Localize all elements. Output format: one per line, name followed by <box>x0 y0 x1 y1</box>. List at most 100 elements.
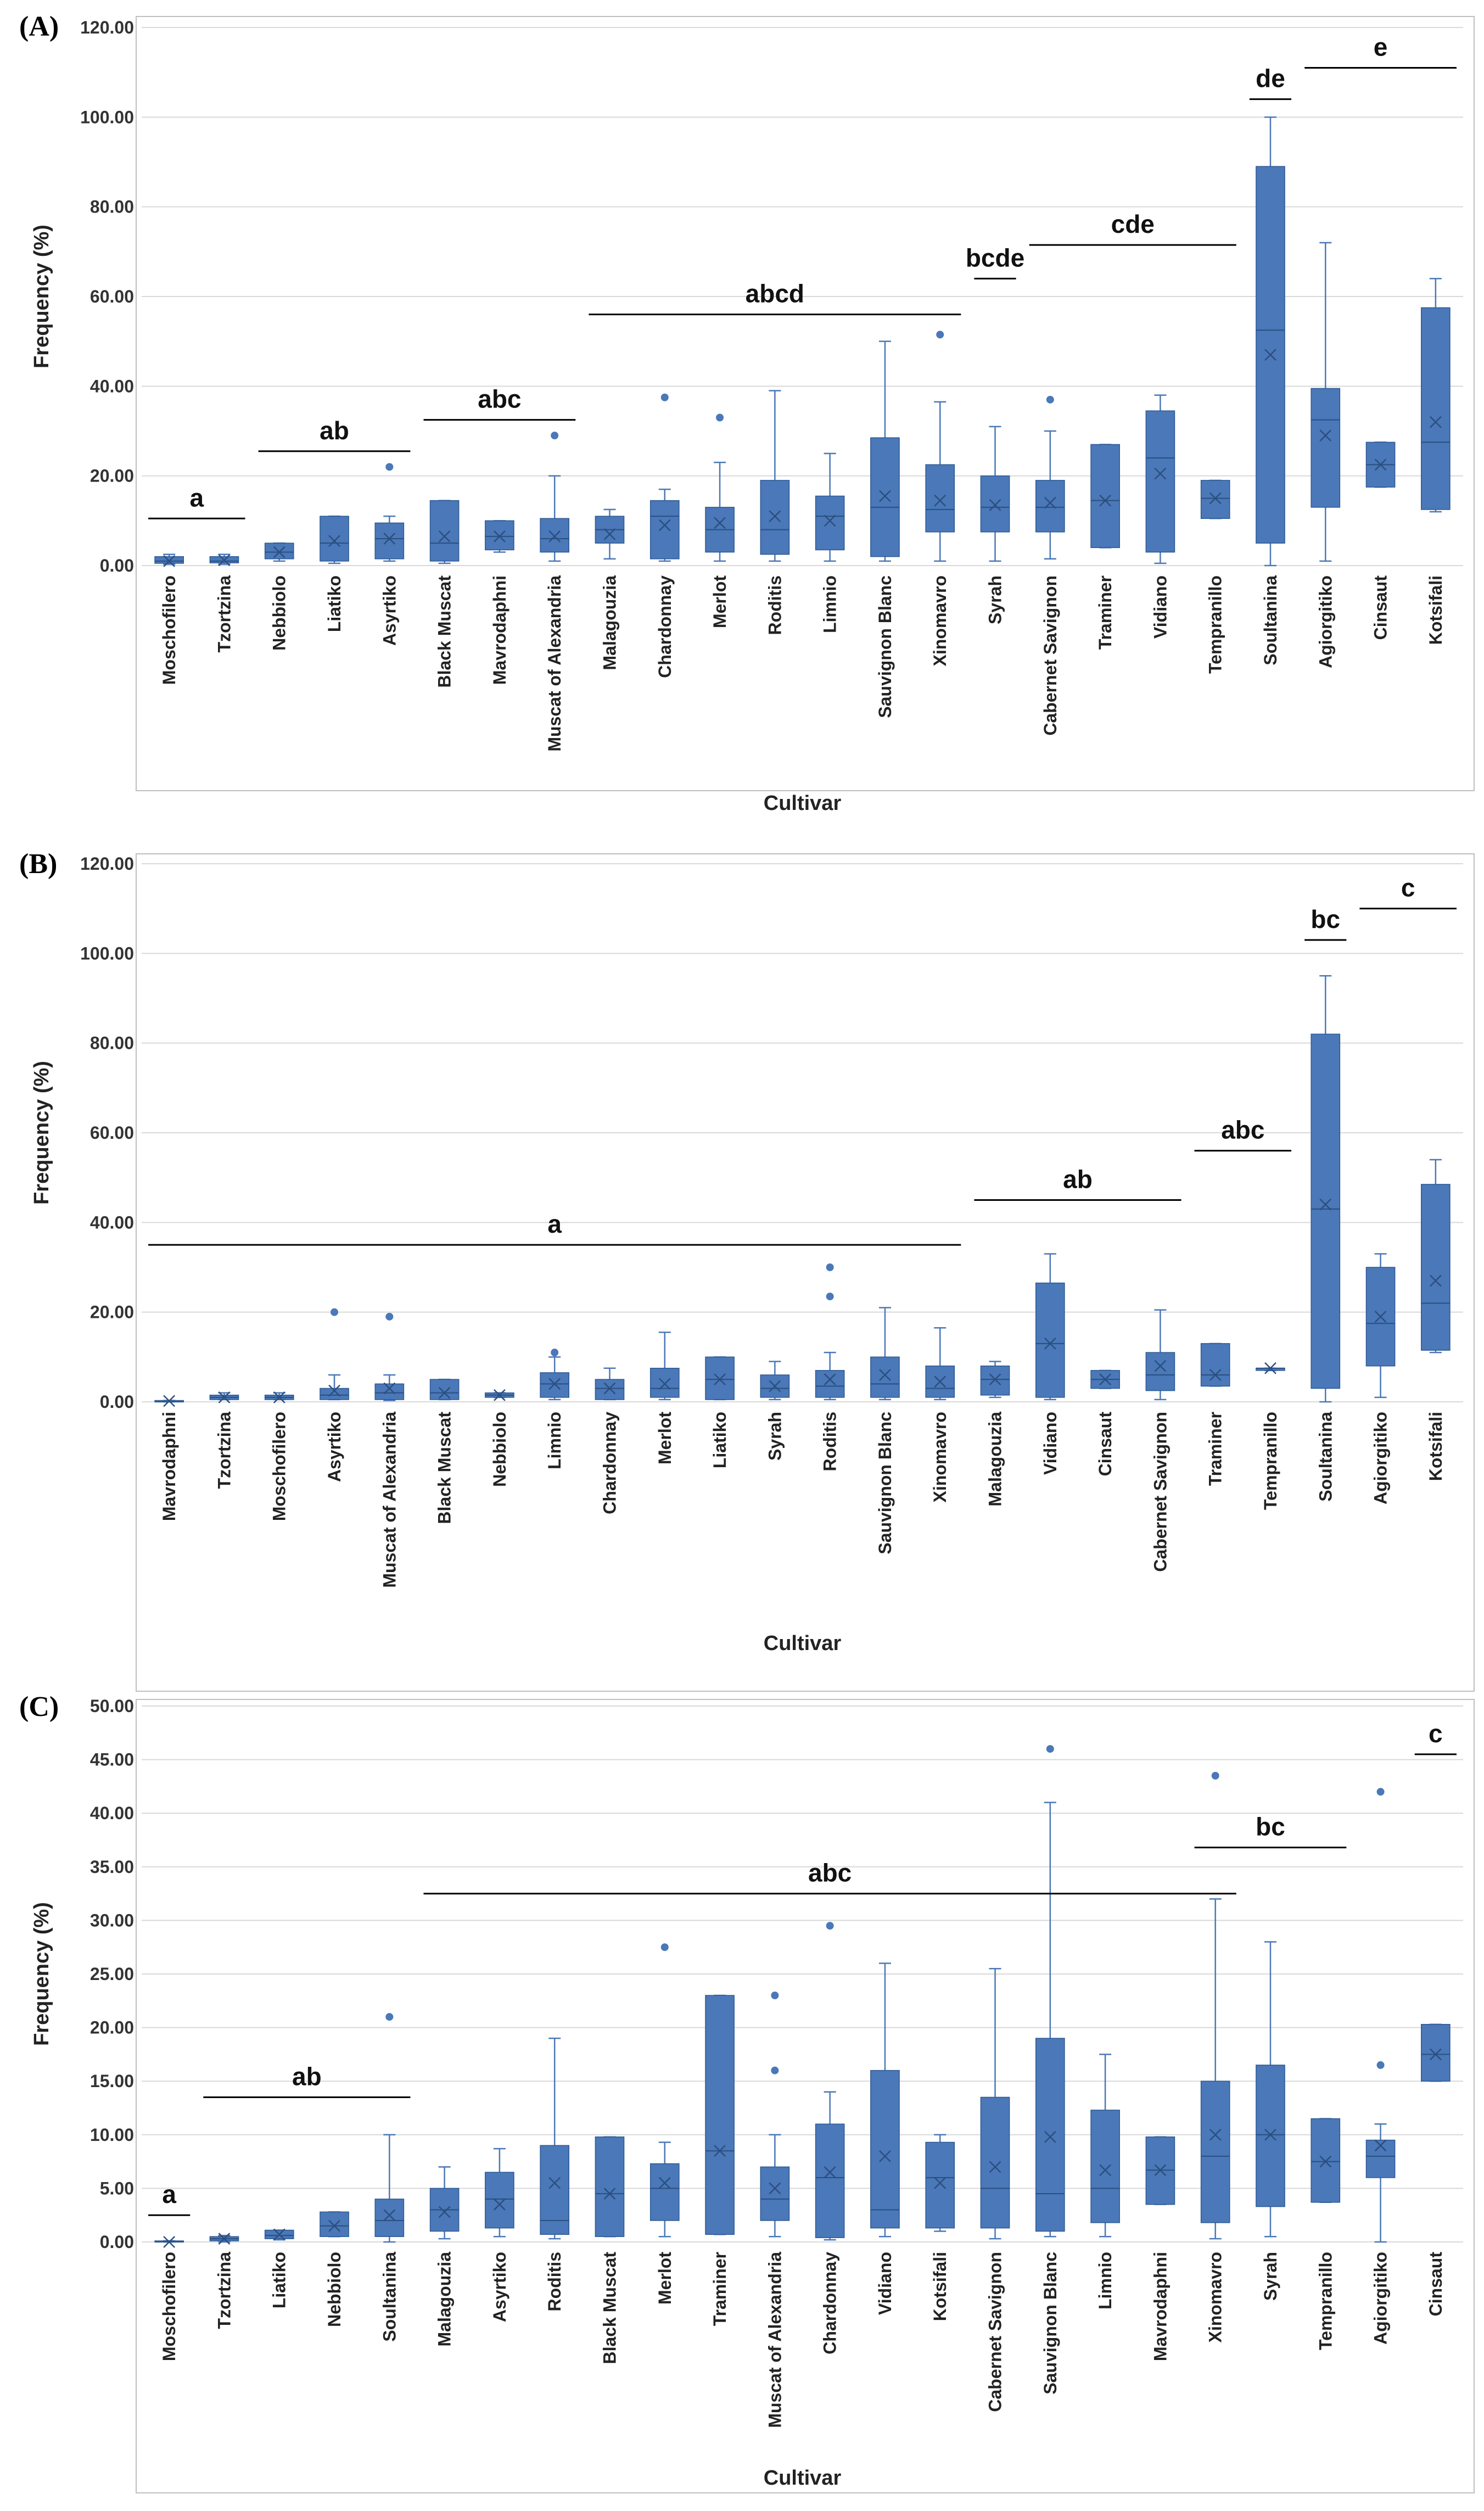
box-traminer: Traminer <box>705 1994 735 2326</box>
box-tzortzina: Tzortzina <box>209 1391 239 1489</box>
box-sauvignon-blanc: Sauvignon Blanc <box>870 340 900 718</box>
box-xinomavro: Xinomavro <box>925 1327 955 1502</box>
iqr-box <box>925 464 955 533</box>
chart-frame <box>136 16 1475 791</box>
y-tick-label: 100.00 <box>80 943 134 963</box>
x-tick-label: Mavrodaphni <box>490 575 509 685</box>
iqr-box <box>1035 480 1065 533</box>
x-tick-label: Tzortzina <box>214 1412 234 1489</box>
iqr-box <box>320 2211 349 2237</box>
box-xinomavro: Xinomavro <box>925 331 955 666</box>
box-chardonnay: Chardonnay <box>815 1922 845 2355</box>
box-kotsifali: Kotsifali <box>1421 1159 1451 1481</box>
box-limnio: Limnio <box>815 452 845 633</box>
x-tick-label: Kotsifali <box>1426 575 1446 645</box>
x-tick-label: Cinsaut <box>1426 2252 1446 2317</box>
box-limnio: Limnio <box>1090 2054 1120 2309</box>
significance-label: abc <box>478 385 521 413</box>
box-tempranillo: Tempranillo <box>1256 1362 1285 1510</box>
x-tick-label: Roditis <box>765 575 785 635</box>
x-tick-label: Sauvignon Blanc <box>875 1412 895 1554</box>
box-merlot: Merlot <box>705 413 735 628</box>
outlier-point <box>551 1349 559 1357</box>
x-tick-label: Merlot <box>655 1412 675 1464</box>
iqr-box <box>705 1356 735 1400</box>
iqr-box <box>815 1370 845 1398</box>
iqr-box <box>595 2136 625 2237</box>
significance-label: ab <box>320 416 349 445</box>
y-tick-label: 100.00 <box>80 107 134 127</box>
box-nebbiolo: Nebbiolo <box>320 2211 349 2327</box>
y-tick-label: 15.00 <box>90 2071 134 2091</box>
iqr-box <box>815 2123 845 2238</box>
iqr-box <box>1311 1033 1341 1389</box>
outlier-point <box>771 2066 779 2074</box>
x-tick-label: Syrah <box>985 575 1005 624</box>
box-traminer: Traminer <box>1200 1343 1230 1486</box>
mean-marker <box>934 1375 947 1388</box>
significance-label: e <box>1374 33 1388 61</box>
iqr-box <box>154 556 184 564</box>
mean-marker <box>218 2233 231 2245</box>
mean-marker <box>769 2182 781 2195</box>
mean-marker <box>934 494 947 507</box>
x-tick-label: Liatiko <box>270 2252 289 2308</box>
iqr-box <box>1145 1352 1175 1391</box>
box-nebbiolo: Nebbiolo <box>485 1389 514 1487</box>
y-axis-title: Frequency (%) <box>30 225 53 368</box>
significance-label: bcde <box>966 243 1024 272</box>
box-asyrtiko: Asyrtiko <box>485 2148 514 2322</box>
mean-marker <box>328 1384 340 1397</box>
significance-label: a <box>189 483 204 512</box>
box-black-muscat: Black Muscat <box>595 2136 625 2364</box>
mean-marker <box>714 517 726 529</box>
y-tick-label: 50.00 <box>90 1696 134 1716</box>
iqr-box <box>980 475 1010 533</box>
iqr-box <box>649 500 680 560</box>
outlier-point <box>826 1263 834 1271</box>
mean-marker <box>1154 1360 1167 1372</box>
mean-marker <box>163 1395 176 1407</box>
box-soultanina: Soultanina <box>374 2013 405 2342</box>
box-vidiano: Vidiano <box>870 1962 900 2315</box>
box-syrah: Syrah <box>980 426 1010 624</box>
box-cabernet-savignon: Cabernet Savignon <box>1035 395 1065 736</box>
box-merlot: Merlot <box>649 1332 680 1464</box>
iqr-box <box>1090 2110 1120 2223</box>
x-tick-label: Kotsifali <box>1426 1412 1446 1481</box>
x-tick-label: Vidiano <box>875 2252 895 2315</box>
mean-marker <box>1099 1373 1111 1386</box>
x-tick-label: Liatiko <box>710 1412 730 1468</box>
significance-group: ab <box>974 1165 1181 1201</box>
box-mavrodaphni: Mavrodaphni <box>1145 2136 1175 2361</box>
box-asyrtiko: Asyrtiko <box>374 463 405 646</box>
mean-marker <box>1374 458 1387 471</box>
significance-label: c <box>1429 1719 1443 1748</box>
outlier-point <box>826 1922 834 1930</box>
significance-group: e <box>1304 33 1457 69</box>
x-tick-label: Agiorgitiko <box>1371 2252 1391 2345</box>
mean-marker <box>603 1382 616 1395</box>
x-tick-label: Traminer <box>710 2252 730 2326</box>
mean-marker <box>1209 492 1222 505</box>
x-tick-label: Syrah <box>765 1412 785 1461</box>
iqr-box <box>870 437 900 557</box>
mean-marker <box>1429 2048 1442 2061</box>
x-tick-label: Chardonnay <box>600 1412 619 1514</box>
box-black-muscat: Black Muscat <box>429 500 460 688</box>
iqr-box <box>485 2172 514 2229</box>
x-tick-label: Malagouzia <box>985 1412 1005 1507</box>
y-tick-label: 20.00 <box>90 1302 134 1322</box>
x-tick-label: Nebbiolo <box>490 1412 509 1487</box>
significance-group: bc <box>1194 1813 1347 1849</box>
y-tick-label: 35.00 <box>90 1857 134 1877</box>
y-tick-label: 120.00 <box>80 854 134 874</box>
x-tick-label: Mavrodaphni <box>159 1412 179 1521</box>
outlier-point <box>660 393 669 401</box>
x-tick-label: Agiorgitiko <box>1371 1412 1391 1505</box>
mean-marker <box>1154 2164 1167 2177</box>
iqr-box <box>320 1388 349 1400</box>
significance-label: a <box>162 2180 176 2208</box>
x-tick-label: Limnio <box>820 575 840 633</box>
outlier-point <box>385 1312 394 1321</box>
